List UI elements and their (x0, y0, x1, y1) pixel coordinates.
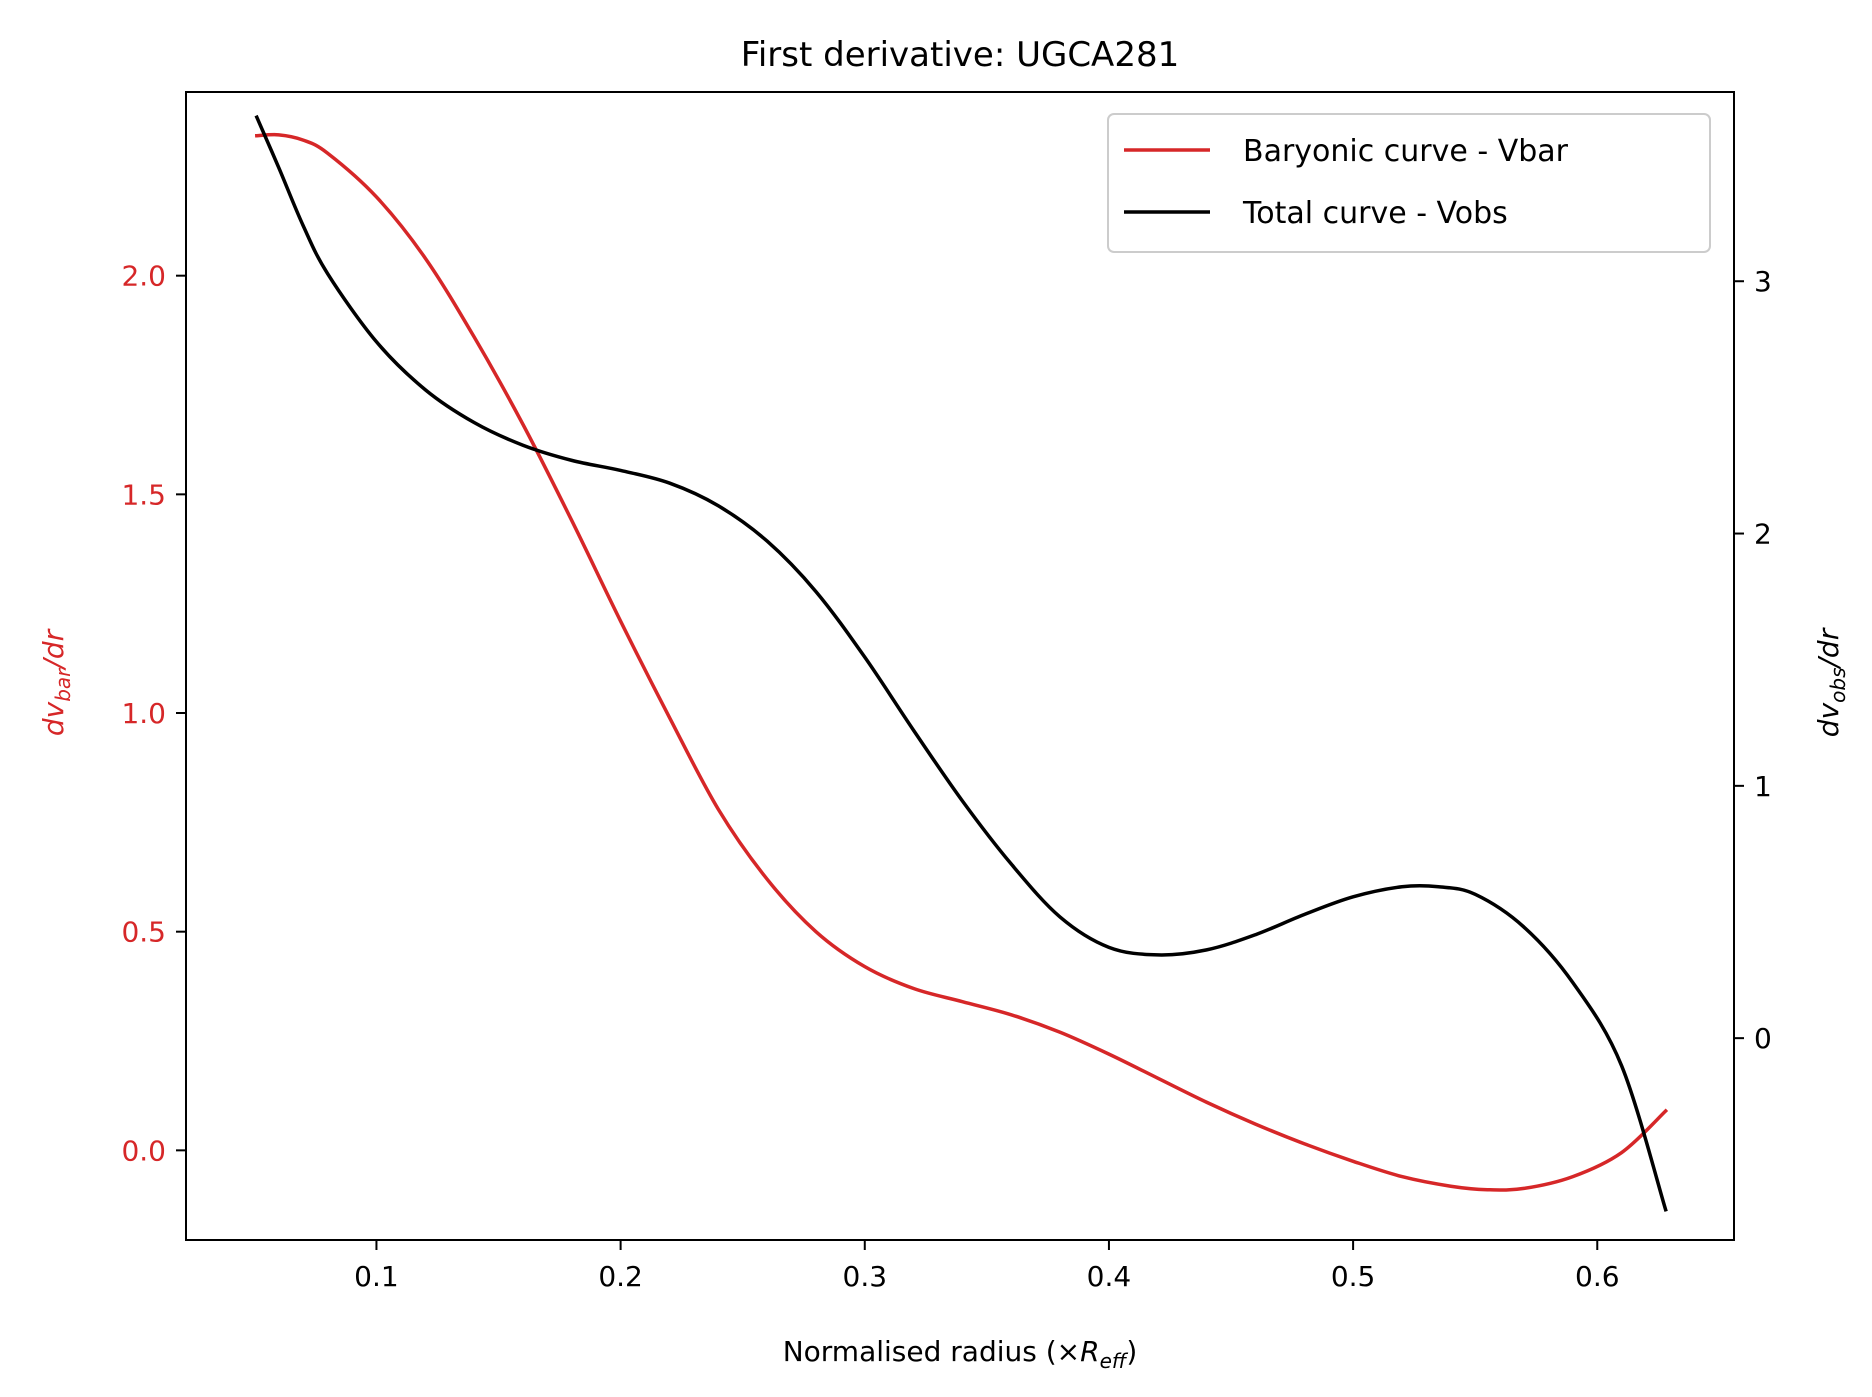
right-y-axis-ticks: 0 1 2 3 (1734, 265, 1772, 1055)
right-y-axis-label-suffix: /dr (1812, 627, 1845, 670)
plot-frame (185, 91, 1735, 1241)
left-y-tick-label: 0.5 (121, 916, 166, 949)
series-line-total (254, 114, 1668, 1212)
left-y-axis-label-main: dv (37, 701, 70, 736)
right-y-axis-label-subscript: obs (1826, 668, 1850, 703)
left-y-axis-label: dvbar/dr (37, 628, 75, 736)
x-tick-label: 0.1 (354, 1260, 399, 1293)
left-y-tick-label: 1.0 (121, 697, 166, 730)
legend-frame (1107, 113, 1711, 253)
right-y-tick-label: 1 (1754, 770, 1772, 803)
axes (185, 91, 1735, 1241)
right-y-tick-label: 0 (1754, 1022, 1772, 1055)
left-y-tick-label: 2.0 (121, 260, 166, 293)
legend-label-total: Total curve - Vobs (1242, 196, 1508, 231)
x-tick-label: 0.3 (843, 1260, 888, 1293)
left-y-axis-label-suffix: /dr (37, 628, 70, 671)
x-axis-label-text: Normalised radius (× (783, 1335, 1080, 1368)
x-axis-ticks: 0.1 0.2 0.3 0.4 0.5 0.6 (354, 1240, 1620, 1293)
x-tick-label: 0.4 (1087, 1260, 1132, 1293)
x-axis-label-symbol: R (1080, 1335, 1099, 1368)
right-y-axis-label: dvobs/dr (1812, 627, 1850, 737)
legend-label-baryonic: Baryonic curve - Vbar (1243, 134, 1569, 169)
x-axis-label: Normalised radius (×Reff) (783, 1335, 1138, 1373)
left-y-axis-ticks: 0.0 0.5 1.0 1.5 2.0 (121, 260, 186, 1167)
chart-title: First derivative: UGCA281 (741, 35, 1179, 75)
legend: Baryonic curve - Vbar Total curve - Vobs (1107, 113, 1711, 253)
series-line-baryonic (254, 132, 1669, 1192)
x-axis-label-close: ) (1126, 1335, 1137, 1368)
x-tick-label: 0.5 (1331, 1260, 1376, 1293)
plot-lines (254, 114, 1669, 1212)
x-tick-label: 0.2 (598, 1260, 643, 1293)
left-y-tick-label: 0.0 (121, 1134, 166, 1167)
right-y-tick-label: 3 (1754, 265, 1772, 298)
x-tick-label: 0.6 (1575, 1260, 1620, 1293)
right-y-tick-label: 2 (1754, 518, 1772, 551)
left-y-tick-label: 1.5 (121, 478, 166, 511)
right-y-axis-label-main: dv (1812, 702, 1845, 737)
x-axis-label-subscript: eff (1100, 1349, 1129, 1373)
left-y-axis-label-subscript: bar (51, 667, 75, 702)
